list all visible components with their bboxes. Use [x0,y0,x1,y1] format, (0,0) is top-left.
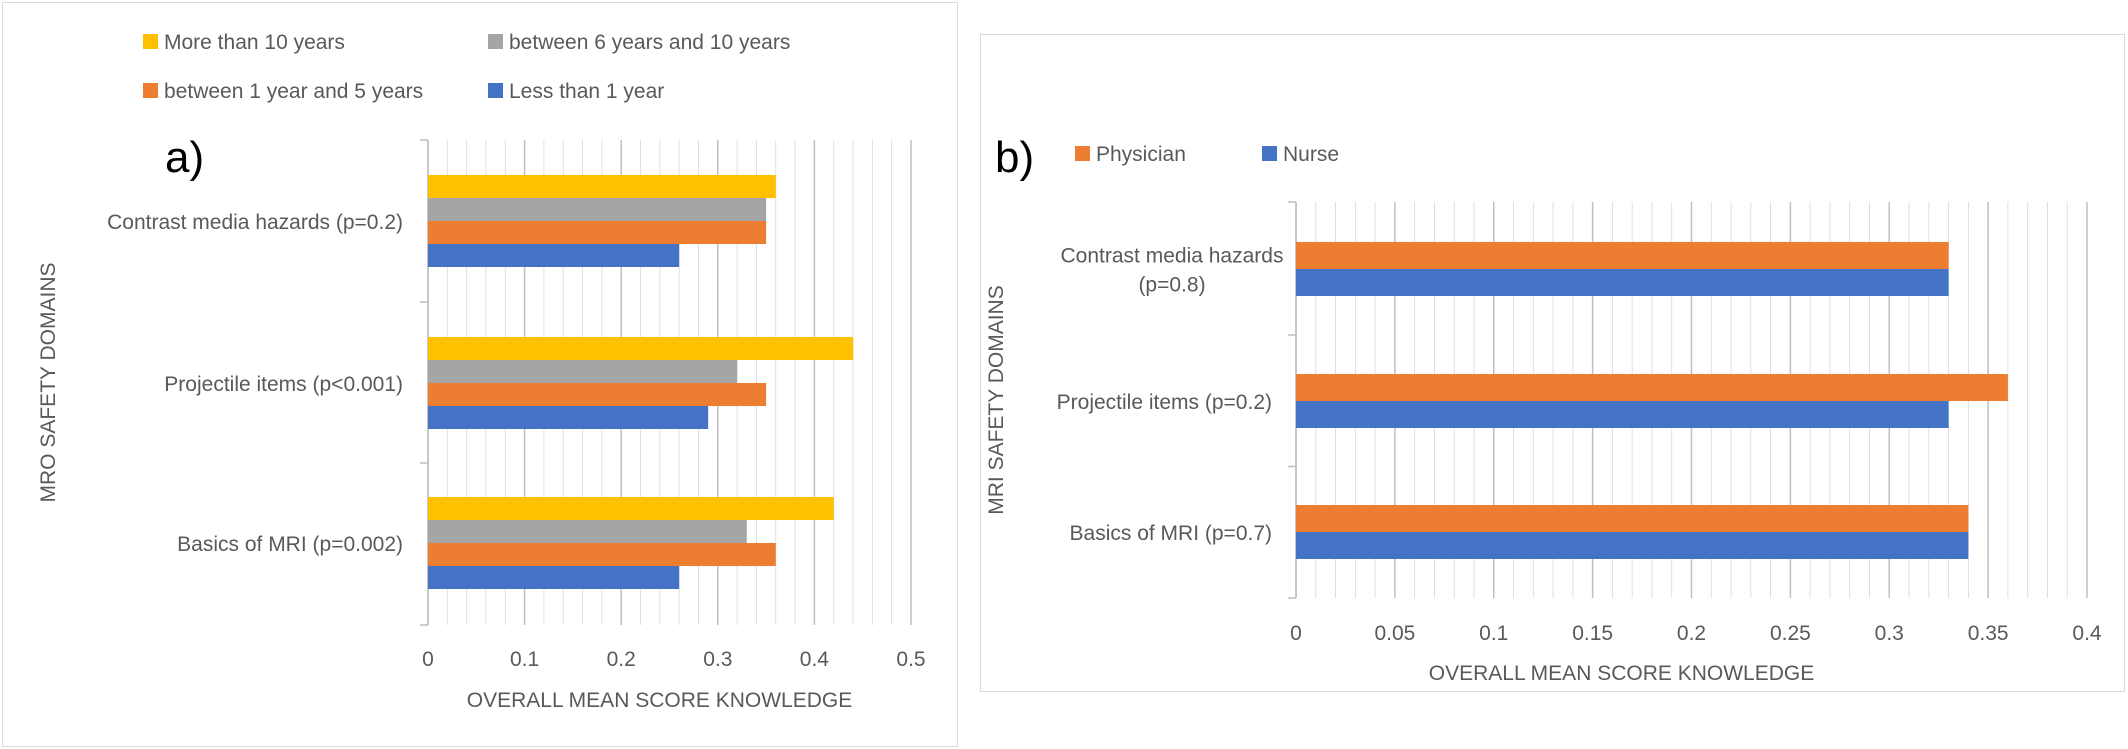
category-label: (p=0.8) [1138,274,1205,297]
x-tick-label: 0.15 [1572,622,1613,645]
legend-label: Less than 1 year [509,80,664,103]
bar [428,520,747,543]
category-label: Basics of MRI (p=0.7) [1070,522,1272,545]
x-tick-label: 0.4 [800,648,830,671]
bar [428,406,709,429]
bar [428,221,767,244]
bar [1296,242,1949,269]
legend-label: between 1 year and 5 years [164,80,423,103]
y-axis-title: MRI SAFETY DOMAINS [985,285,1008,514]
x-tick-label: 0.1 [510,648,539,671]
x-axis-title: OVERALL MEAN SCORE KNOWLEDGE [1429,662,1814,685]
x-tick-label: 0.05 [1374,622,1415,645]
legend-label: Physician [1096,143,1186,166]
x-tick-label: 0.2 [1677,622,1706,645]
bar [428,543,776,566]
x-axis-title: OVERALL MEAN SCORE KNOWLEDGE [467,689,852,712]
bar [428,198,767,221]
bar [428,360,738,383]
bar [428,175,776,198]
x-tick-label: 0 [422,648,434,671]
x-tick-label: 0 [1290,622,1302,645]
x-tick-label: 0.25 [1770,622,1811,645]
x-tick-label: 0.3 [1875,622,1904,645]
x-tick-label: 0.4 [2072,622,2102,645]
category-label: Contrast media hazards (p=0.2) [107,211,403,234]
category-label: Projectile items (p<0.001) [164,373,403,396]
bar [1296,269,1949,296]
y-axis-title: MRO SAFETY DOMAINS [37,263,60,503]
bar [1296,505,1969,532]
legend-swatch [1262,146,1277,161]
bar [1296,374,2008,401]
panel-label: a) [165,133,204,182]
category-label: Contrast media hazards [1061,245,1284,268]
x-tick-label: 0.1 [1479,622,1508,645]
chart-panel-b [980,34,2125,692]
category-label: Projectile items (p=0.2) [1057,391,1272,414]
bar [1296,401,1949,428]
bar [428,383,767,406]
legend-swatch [488,34,503,49]
bar [1296,532,1969,559]
legend-swatch [143,83,158,98]
legend-swatch [1075,146,1090,161]
x-tick-label: 0.3 [703,648,732,671]
x-tick-label: 0.35 [1968,622,2009,645]
bar [428,497,834,520]
x-tick-label: 0.2 [607,648,636,671]
bar [428,337,854,360]
legend-swatch [143,34,158,49]
panel-label: b) [995,133,1034,182]
x-tick-label: 0.5 [896,648,925,671]
legend-label: between 6 years and 10 years [509,31,790,54]
legend-swatch [488,83,503,98]
bar [428,244,680,267]
category-label: Basics of MRI (p=0.002) [177,533,403,556]
legend-label: Nurse [1283,143,1339,166]
bar [428,566,680,589]
legend-label: More than 10 years [164,31,345,54]
